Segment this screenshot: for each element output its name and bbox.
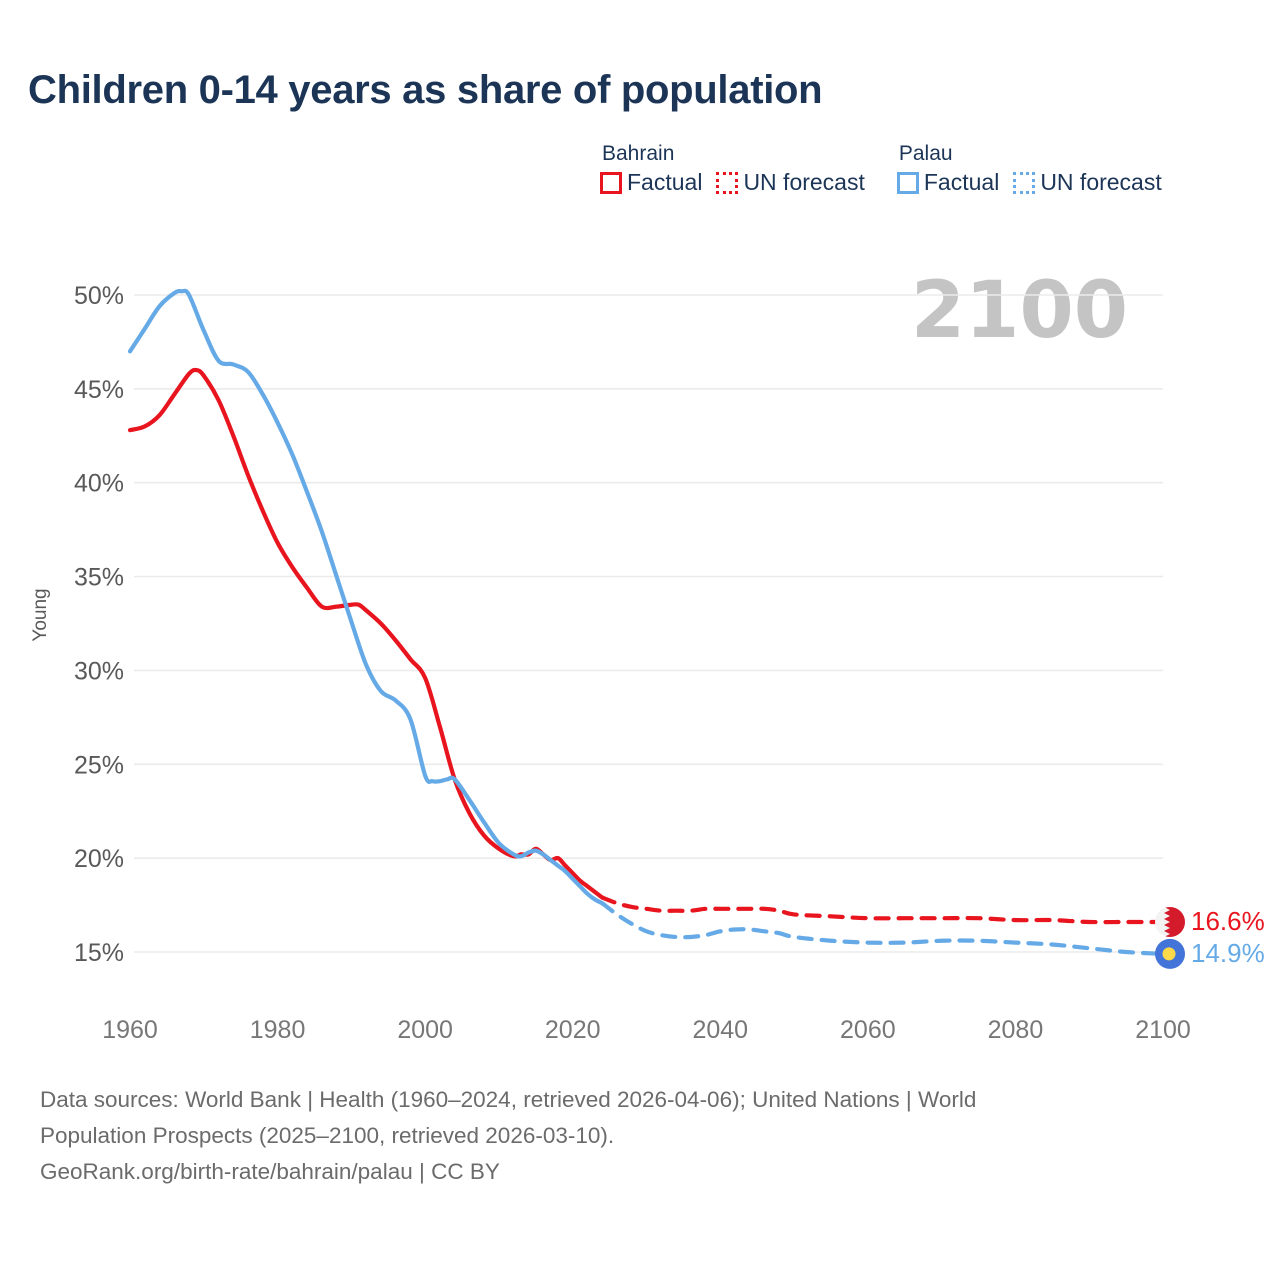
series-lines bbox=[127, 288, 1166, 956]
x-axis-tick-label: 2100 bbox=[1135, 1016, 1191, 1044]
y-axis-label: Young bbox=[30, 588, 51, 641]
series-line-palau-factual bbox=[127, 288, 605, 906]
x-axis-tick-label: 2080 bbox=[988, 1016, 1044, 1044]
legend-swatch-dotted-icon bbox=[1013, 171, 1036, 194]
legend-country-palau: Palau bbox=[898, 142, 953, 165]
palau-flag-marker bbox=[1155, 938, 1185, 969]
end-value-label-bahrain: 16.6% bbox=[1191, 906, 1265, 936]
x-axis-tick-label: 2020 bbox=[545, 1016, 601, 1044]
year-watermark: 2100 bbox=[910, 266, 1128, 356]
x-axis-tick-label: 1960 bbox=[102, 1016, 158, 1044]
y-axis-tick-label: 40% bbox=[74, 470, 124, 498]
legend-label-palau-factual: Factual bbox=[923, 169, 1000, 195]
legend-row-palau: Factual UN forecast bbox=[896, 169, 1162, 195]
legend-item-palau-forecast[interactable]: UN forecast bbox=[1013, 169, 1162, 195]
y-axis-tick-label: 50% bbox=[74, 282, 124, 310]
series-line-palau-forecast bbox=[600, 901, 1166, 956]
flag-yellow-disc bbox=[1162, 947, 1176, 961]
end-markers: 16.6%14.9% bbox=[1155, 906, 1265, 969]
series-line-bahrain-forecast bbox=[600, 895, 1166, 925]
y-axis-tick-label: 15% bbox=[74, 939, 124, 967]
x-axis-tick-label: 2040 bbox=[692, 1016, 748, 1044]
flag-red-field bbox=[1164, 906, 1185, 937]
y-axis-tick-label: 45% bbox=[74, 376, 124, 404]
gridlines bbox=[134, 294, 1163, 953]
footer-line-3[interactable]: GeoRank.org/birth-rate/bahrain/palau | C… bbox=[40, 1159, 500, 1184]
legend-swatch-solid-icon bbox=[896, 171, 919, 194]
legend-label-bahrain-forecast: UN forecast bbox=[743, 169, 865, 195]
legend-group-palau: Palau Factual UN forecast bbox=[896, 142, 1162, 195]
x-axis-tick-label: 2000 bbox=[397, 1016, 453, 1044]
legend-swatch-solid-icon bbox=[600, 171, 622, 194]
legend-row-bahrain: Factual UN forecast bbox=[600, 171, 865, 194]
footer-line-2: Population Prospects (2025–2100, retriev… bbox=[40, 1123, 615, 1148]
footer-sources: Data sources: World Bank | Health (1960–… bbox=[40, 1082, 1220, 1190]
y-axis-tick-label: 20% bbox=[74, 845, 124, 873]
legend-label-palau-forecast: UN forecast bbox=[1040, 169, 1162, 195]
y-axis-tick-label: 35% bbox=[74, 564, 124, 592]
legend-label-bahrain-factual: Factual bbox=[627, 169, 703, 195]
bahrain-flag-marker bbox=[1155, 906, 1185, 937]
x-axis-tick-label: 2060 bbox=[840, 1016, 896, 1044]
legend-group-bahrain: Bahrain Factual UN forecast bbox=[600, 143, 865, 194]
legend-item-bahrain-factual[interactable]: Factual bbox=[600, 171, 702, 194]
legend-country-bahrain: Bahrain bbox=[602, 142, 675, 165]
x-axis-ticks: 1960 1980 2000 2020 2040 2060 2080 2100 bbox=[102, 1016, 1191, 1044]
y-axis-tick-label: 30% bbox=[74, 657, 124, 685]
legend-item-palau-factual[interactable]: Factual bbox=[896, 169, 1000, 195]
footer-line-1: Data sources: World Bank | Health (1960–… bbox=[40, 1087, 977, 1112]
y-axis-ticks: 15% 20% 25% 30% 35% 40% 45% 50% bbox=[74, 282, 124, 967]
legend-swatch-dotted-icon bbox=[716, 171, 739, 194]
y-axis-tick-label: 25% bbox=[74, 751, 124, 779]
x-axis-tick-label: 1980 bbox=[250, 1016, 306, 1044]
legend-item-bahrain-forecast[interactable]: UN forecast bbox=[716, 169, 865, 195]
page-title: Children 0-14 years as share of populati… bbox=[28, 68, 823, 112]
end-value-label-palau: 14.9% bbox=[1191, 938, 1265, 968]
chart-legend: Bahrain Factual UN forecast Palau Factua… bbox=[600, 143, 1162, 194]
series-line-bahrain-factual bbox=[127, 367, 605, 900]
